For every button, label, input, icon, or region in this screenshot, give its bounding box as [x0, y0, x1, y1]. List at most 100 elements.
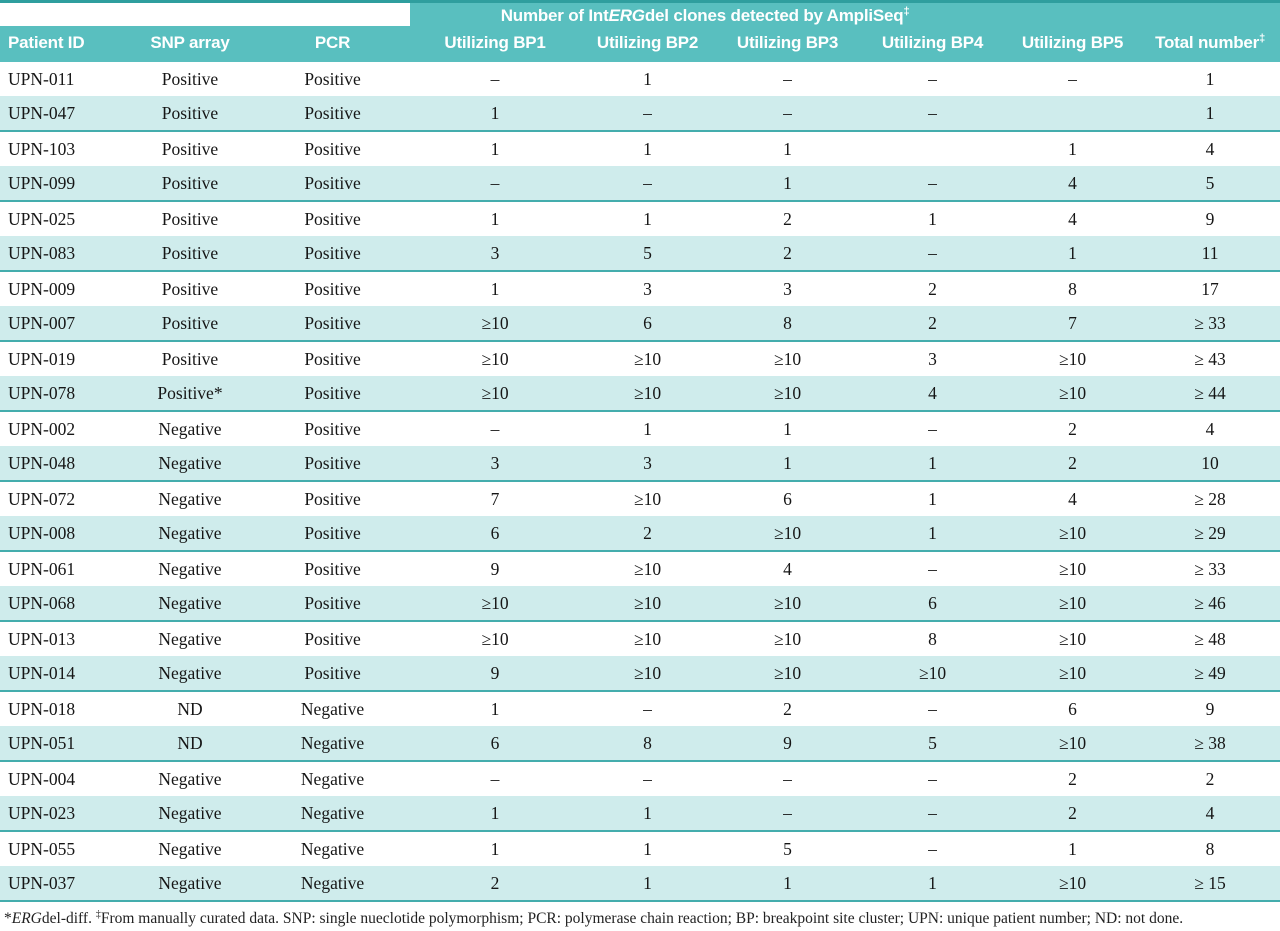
value-cell: 9 — [490, 662, 500, 683]
value-cell: ≥10 — [1058, 732, 1087, 753]
value-cell: Negative — [300, 838, 365, 859]
title-text: Number of Int — [500, 6, 609, 25]
table-row: UPN-004 Negative Negative – – – – 2 2 — [0, 761, 1280, 796]
table-row: UPN-013 Negative Positive ≥10 ≥10 ≥10 8 ≥10 ≥ 48 — [0, 621, 1280, 656]
value-cell: – — [928, 242, 937, 263]
table-row: UPN-019 Positive Positive ≥10 ≥10 ≥10 3 ≥10 ≥ 43 — [0, 341, 1280, 376]
value-cell: ≥ 29 — [1194, 522, 1226, 543]
value-cell: 4 — [1068, 208, 1077, 229]
patient-id-cell: UPN-037 — [8, 872, 76, 893]
value-cell: ND — [177, 732, 203, 753]
value-cell: Negative — [158, 418, 222, 439]
value-cell: – — [643, 172, 652, 193]
value-cell: 1 — [928, 522, 937, 543]
table-row: UPN-023 Negative Negative 1 1 – – 2 4 — [0, 796, 1280, 831]
column-header-row: Patient ID SNP array PCR Utilizing BP1 U… — [0, 26, 1280, 62]
patient-id-cell: UPN-048 — [8, 452, 76, 473]
value-cell: 7 — [490, 488, 500, 509]
patient-id-cell: UPN-009 — [8, 278, 76, 299]
value-cell: 5 — [1205, 172, 1215, 193]
value-cell: 1 — [490, 838, 500, 859]
value-cell: 1 — [928, 208, 937, 229]
value-cell: 2 — [783, 242, 792, 263]
value-cell: – — [928, 102, 937, 123]
patient-id-cell: UPN-055 — [8, 838, 76, 859]
value-cell: ≥10 — [1058, 558, 1087, 579]
value-cell: 1 — [1205, 68, 1215, 89]
table-row: UPN-037 Negative Negative 2 1 1 1 ≥10 ≥ 15 — [0, 866, 1280, 901]
value-cell: 1 — [1205, 102, 1215, 123]
value-cell: Positive — [304, 628, 361, 649]
col-header-label: Utilizing BP4 — [881, 32, 984, 52]
value-cell: 1 — [783, 172, 792, 193]
table-row: UPN-025 Positive Positive 1 1 2 1 4 9 — [0, 201, 1280, 236]
value-cell: 1 — [783, 452, 792, 473]
value-cell: ≥ 33 — [1194, 558, 1226, 579]
value-cell: ≥10 — [773, 348, 802, 369]
value-cell: Positive — [161, 278, 219, 299]
value-cell: Negative — [300, 768, 365, 789]
value-cell: 2 — [490, 872, 500, 893]
value-cell: Negative — [158, 522, 222, 543]
value-cell: ≥10 — [1058, 348, 1087, 369]
col-header-sup: ‡ — [1259, 31, 1266, 44]
value-cell: Negative — [158, 802, 222, 823]
value-cell: 1 — [643, 138, 652, 159]
value-cell: 6 — [928, 592, 937, 613]
value-cell: ≥10 — [481, 592, 509, 613]
value-cell: ≥ 15 — [1194, 872, 1226, 893]
value-cell: ≥10 — [1058, 592, 1087, 613]
value-cell: 1 — [1068, 138, 1077, 159]
table-row: UPN-083 Positive Positive 3 5 2–1 11 — [0, 236, 1280, 271]
value-cell: Positive — [304, 452, 361, 473]
value-cell: ≥10 — [1058, 872, 1087, 893]
patient-id-cell: UPN-078 — [8, 382, 76, 403]
value-cell: 1 — [643, 68, 652, 89]
value-cell: 1 — [490, 102, 500, 123]
value-cell: 10 — [1201, 452, 1219, 473]
patient-id-cell: UPN-068 — [8, 592, 76, 613]
value-cell: 2 — [1068, 418, 1077, 439]
value-cell: ≥ 33 — [1194, 312, 1226, 333]
value-cell: Positive — [161, 102, 219, 123]
value-cell: – — [928, 68, 937, 89]
value-cell: Positive — [161, 208, 219, 229]
value-cell: 1 — [490, 138, 500, 159]
value-cell: 3 — [643, 278, 652, 299]
value-cell: 17 — [1201, 278, 1219, 299]
value-cell: – — [783, 802, 792, 823]
table-top-rule — [0, 0, 1280, 3]
value-cell: ≥ 49 — [1194, 662, 1226, 683]
col-header-snp-array: SNP array — [125, 26, 255, 62]
value-cell: Negative — [300, 698, 365, 719]
value-cell: 5 — [928, 732, 937, 753]
col-header-label: Utilizing BP2 — [596, 32, 699, 52]
value-cell: Positive — [304, 592, 361, 613]
value-cell: Negative — [158, 838, 222, 859]
col-header-label: Utilizing BP3 — [736, 32, 839, 52]
table-row: UPN-048 Negative Positive 3 3 1 1 2 10 — [0, 446, 1280, 481]
value-cell: Positive — [304, 208, 361, 229]
value-cell: Negative — [158, 662, 222, 683]
value-cell: Positive — [304, 418, 361, 439]
value-cell: ≥ 38 — [1194, 732, 1226, 753]
spanning-title-row: Number of IntERGdel clones detected by A… — [0, 3, 1280, 26]
value-cell: 4 — [1068, 488, 1077, 509]
value-cell: 3 — [783, 278, 792, 299]
value-cell: 1 — [643, 802, 652, 823]
value-cell: ≥ 46 — [1194, 592, 1226, 613]
table-footnote: *ERGdel-diff. ‡From manually curated dat… — [0, 902, 1280, 930]
value-cell: ≥10 — [1058, 522, 1087, 543]
value-cell: 6 — [643, 312, 652, 333]
col-header-label: Utilizing BP1 — [444, 32, 546, 52]
value-cell: 11 — [1201, 242, 1219, 263]
value-cell: 4 — [1205, 802, 1215, 823]
table-spanning-title: Number of IntERGdel clones detected by A… — [410, 3, 1280, 26]
value-cell: 2 — [1068, 452, 1077, 473]
value-cell: 6 — [1068, 698, 1077, 719]
value-cell: ≥10 — [918, 662, 947, 683]
table-row: UPN-047 Positive Positive 1 – – – 1 — [0, 96, 1280, 131]
value-cell: 1 — [783, 138, 792, 159]
table-row: UPN-002 Negative Positive – 1 1 – 2 4 — [0, 411, 1280, 446]
patient-id-cell: UPN-083 — [8, 242, 76, 263]
